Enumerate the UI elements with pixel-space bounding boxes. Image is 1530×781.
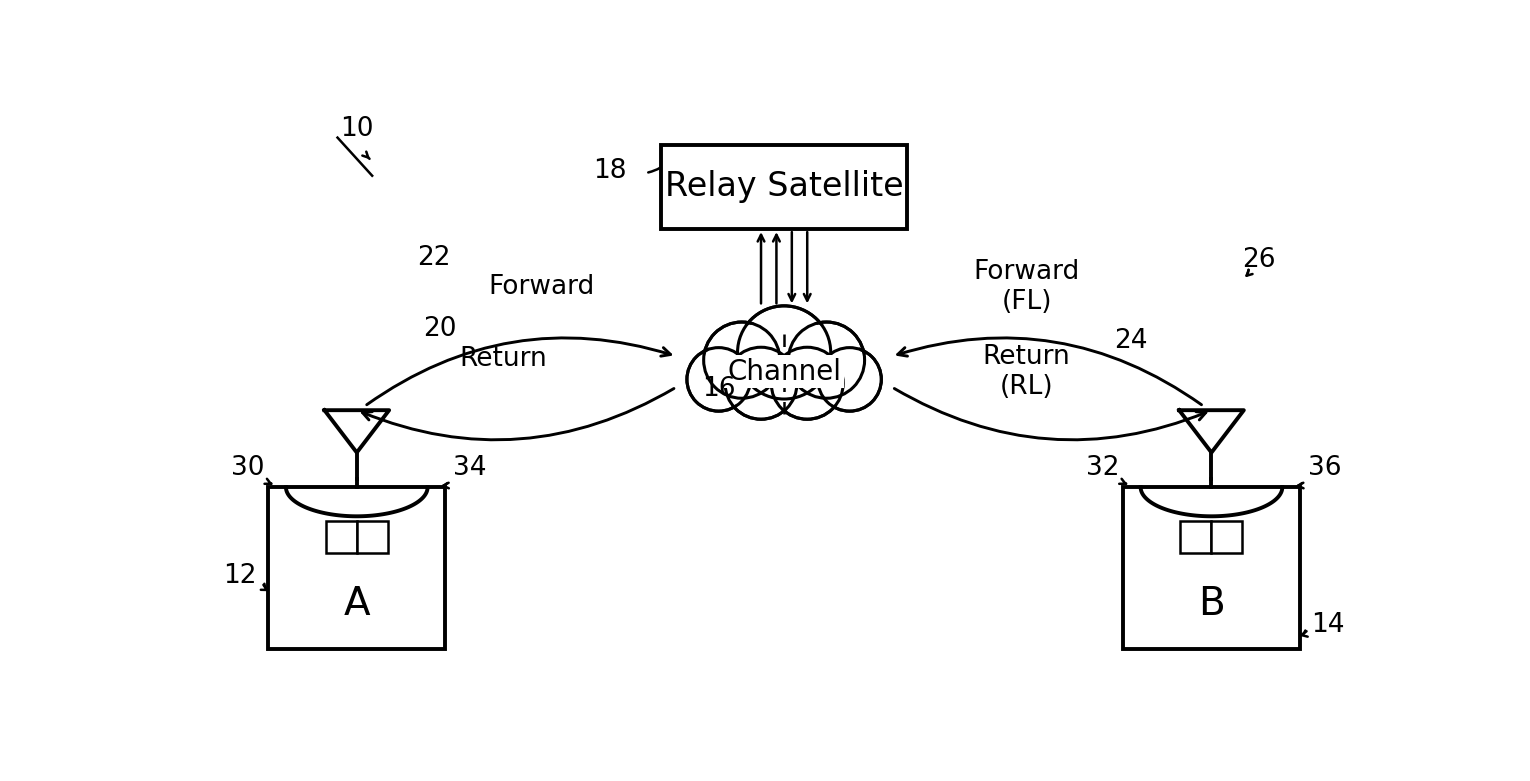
Text: 22: 22 [418, 244, 450, 271]
Polygon shape [1180, 410, 1244, 452]
Circle shape [704, 322, 780, 398]
Circle shape [687, 348, 750, 411]
Circle shape [774, 350, 840, 416]
FancyArrowPatch shape [898, 338, 1201, 405]
Text: 14: 14 [1311, 612, 1345, 637]
Text: Forward
(FL): Forward (FL) [973, 259, 1080, 315]
Bar [661, 144, 907, 230]
Text: 32: 32 [1086, 455, 1118, 481]
Bar [1123, 487, 1300, 649]
FancyArrowPatch shape [895, 388, 1206, 440]
Bar [326, 521, 356, 554]
Circle shape [707, 325, 777, 395]
Bar [1181, 521, 1212, 554]
Text: 10: 10 [340, 116, 373, 142]
Text: B: B [1198, 585, 1226, 622]
Circle shape [788, 322, 864, 398]
Circle shape [728, 350, 794, 416]
FancyArrowPatch shape [367, 338, 670, 405]
Text: 20: 20 [424, 316, 456, 342]
Text: A: A [343, 585, 370, 622]
Bar [268, 487, 445, 649]
Circle shape [690, 350, 748, 408]
Circle shape [737, 306, 831, 399]
Text: Return
(RL): Return (RL) [982, 344, 1071, 400]
Bar [1212, 521, 1242, 554]
Text: Relay Satellite: Relay Satellite [666, 170, 903, 203]
Circle shape [771, 348, 843, 419]
Circle shape [725, 348, 797, 419]
Text: 18: 18 [592, 159, 626, 184]
Text: 24: 24 [1114, 328, 1148, 354]
Circle shape [791, 325, 861, 395]
Text: Channel: Channel [727, 358, 842, 386]
FancyArrowPatch shape [363, 388, 673, 440]
Text: 30: 30 [231, 455, 265, 481]
Text: Return: Return [459, 346, 546, 372]
Text: 34: 34 [453, 455, 487, 481]
Circle shape [741, 309, 828, 395]
Text: 16: 16 [702, 376, 736, 401]
Polygon shape [324, 410, 389, 452]
Text: 12: 12 [223, 563, 257, 589]
Circle shape [820, 350, 878, 408]
Text: Forward: Forward [488, 274, 595, 300]
Bar [356, 521, 387, 554]
Text: 36: 36 [1308, 455, 1342, 481]
Circle shape [819, 348, 881, 411]
Text: 26: 26 [1242, 247, 1276, 273]
